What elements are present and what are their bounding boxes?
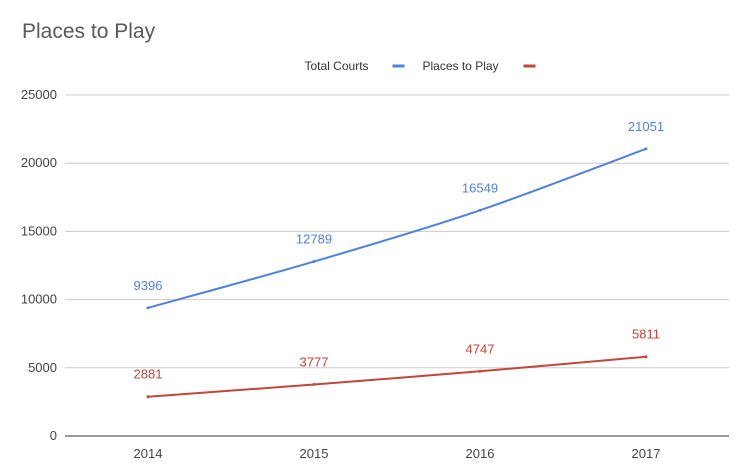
data-label: 12789 — [296, 232, 332, 247]
legend-label: Total Courts — [305, 59, 369, 73]
data-point — [644, 147, 648, 151]
data-label: 4747 — [466, 341, 495, 356]
data-label: 21051 — [628, 119, 664, 134]
x-tick-label: 2014 — [134, 446, 163, 461]
y-tick-label: 20000 — [21, 155, 57, 170]
y-tick-label: 5000 — [28, 360, 57, 375]
data-point — [312, 260, 316, 264]
data-point — [146, 395, 150, 399]
data-label: 16549 — [462, 180, 498, 195]
y-tick-label: 25000 — [21, 87, 57, 102]
data-labels: 9396 12789 16549 21051 2881 3777 4747 5811 — [134, 119, 665, 382]
series-line — [147, 355, 647, 398]
series-lines — [146, 147, 648, 399]
grid-lines — [65, 94, 729, 369]
data-label: 3777 — [300, 354, 329, 369]
data-point — [478, 369, 482, 373]
y-tick-label: 15000 — [21, 223, 57, 238]
data-label: 2881 — [134, 367, 163, 382]
series-line — [147, 147, 647, 309]
legend-label: Places to Play — [423, 59, 499, 73]
data-point — [478, 208, 482, 212]
data-point — [312, 382, 316, 386]
data-point — [146, 306, 150, 310]
x-tick-label: 2016 — [466, 446, 495, 461]
data-label: 9396 — [134, 278, 163, 293]
y-axis-ticks: 0 5000 10000 15000 20000 25000 — [21, 87, 57, 443]
y-tick-label: 0 — [50, 428, 57, 443]
y-tick-label: 10000 — [21, 292, 57, 307]
x-axis-ticks: 2014 2015 2016 2017 — [134, 446, 661, 461]
x-tick-label: 2017 — [632, 446, 661, 461]
legend: Total Courts Places to Play — [305, 59, 536, 73]
data-point — [644, 355, 648, 359]
data-label: 5811 — [632, 327, 660, 342]
x-tick-label: 2015 — [300, 446, 329, 461]
chart-title: Places to Play — [22, 20, 156, 43]
